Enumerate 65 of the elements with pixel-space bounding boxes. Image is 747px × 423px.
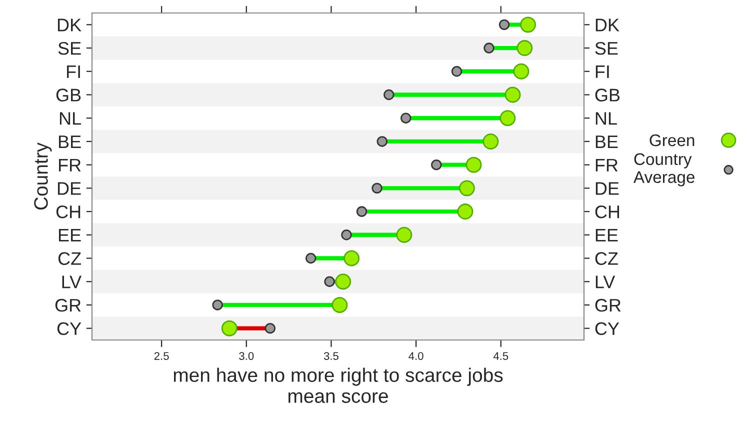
- point: [458, 180, 475, 196]
- y-tick-label: CY: [57, 322, 82, 336]
- point: [498, 19, 510, 30]
- point: [513, 63, 530, 80]
- y-tick-label: GB: [56, 88, 81, 102]
- x-tick-label: 2.5: [154, 352, 169, 360]
- point: [516, 40, 533, 56]
- y-tick-label: SE: [58, 42, 81, 55]
- point: [335, 274, 352, 290]
- point: [484, 42, 494, 54]
- point: [212, 300, 223, 310]
- point: [396, 226, 412, 243]
- point: [384, 89, 394, 100]
- category-label: NL: [596, 112, 617, 125]
- x-axis-title: men have no more right to scarce jobs mean score: [174, 368, 503, 403]
- point: [344, 250, 360, 266]
- legend-label: Green: [650, 134, 694, 146]
- point: [504, 86, 521, 103]
- point: [324, 276, 335, 287]
- point: [400, 112, 412, 124]
- category-label: GB: [595, 88, 620, 102]
- y-tick-label: EE: [58, 229, 81, 242]
- y-tick-label: GR: [55, 298, 81, 312]
- category-label: FR: [596, 158, 618, 172]
- x-tick-label: 3.5: [324, 352, 338, 360]
- category-label: SE: [595, 42, 618, 55]
- category-label: DE: [596, 182, 619, 195]
- point: [306, 252, 316, 264]
- y-tick-label: DE: [58, 182, 81, 195]
- y-tick-label: LV: [62, 276, 82, 288]
- y-tick-label: NL: [60, 112, 81, 125]
- point: [221, 320, 238, 336]
- y-tick-label: CH: [56, 205, 80, 218]
- point: [466, 156, 482, 173]
- y-tick-label: DK: [58, 18, 82, 32]
- x-tick-label: 3.0: [239, 352, 254, 360]
- category-label: DK: [596, 18, 620, 32]
- point: [376, 136, 388, 147]
- category-label: LV: [596, 276, 616, 288]
- category-label: CY: [595, 322, 620, 336]
- category-label: GR: [595, 298, 621, 312]
- point: [500, 110, 516, 126]
- category-label: BE: [596, 136, 618, 148]
- point: [332, 296, 348, 313]
- x-tick-label: 4.0: [408, 352, 424, 360]
- point: [520, 16, 536, 33]
- category-label: FI: [596, 66, 609, 78]
- y-tick-label: FR: [58, 158, 81, 172]
- legend-label: Country Average: [633, 153, 694, 186]
- point: [372, 182, 382, 194]
- x-tick-label: 4.5: [493, 352, 508, 360]
- category-label: EE: [596, 229, 618, 242]
- point: [482, 133, 499, 150]
- point: [451, 66, 462, 77]
- category-label: CZ: [595, 252, 618, 265]
- point: [431, 159, 442, 170]
- point: [264, 322, 276, 334]
- y-tick-label: CZ: [58, 252, 82, 265]
- y-tick-label: BE: [58, 136, 81, 148]
- category-label: CH: [595, 205, 620, 218]
- point: [341, 230, 352, 240]
- y-axis-title: Country: [34, 142, 52, 210]
- point: [356, 206, 368, 217]
- point: [457, 204, 474, 220]
- y-tick-label: FI: [67, 66, 80, 78]
